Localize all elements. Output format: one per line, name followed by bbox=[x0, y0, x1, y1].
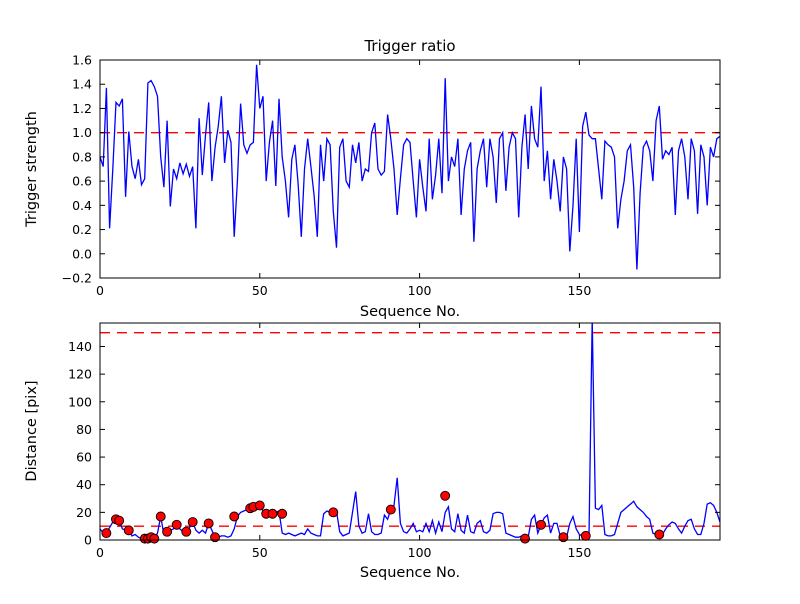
distance-line bbox=[100, 323, 720, 540]
event-marker bbox=[520, 533, 531, 544]
y-tick-label: 80 bbox=[76, 422, 92, 437]
top-plot-xlabel: Sequence No. bbox=[360, 304, 460, 320]
y-tick-label: 1.4 bbox=[72, 77, 92, 92]
top-plot-title: Trigger ratio bbox=[363, 37, 455, 55]
y-tick-label: 0 bbox=[84, 533, 92, 548]
event-marker bbox=[101, 528, 112, 539]
event-marker bbox=[187, 517, 198, 527]
event-marker bbox=[149, 533, 160, 544]
event-marker bbox=[580, 530, 591, 541]
event-marker bbox=[171, 519, 182, 530]
event-marker bbox=[203, 518, 214, 529]
x-tick-label: 150 bbox=[567, 545, 591, 560]
x-tick-label: 50 bbox=[252, 545, 268, 560]
x-tick-label: 0 bbox=[96, 545, 104, 560]
x-tick-label: 150 bbox=[567, 283, 591, 298]
event-marker bbox=[229, 511, 240, 522]
y-tick-label: 60 bbox=[76, 450, 92, 465]
event-marker bbox=[114, 515, 125, 526]
y-tick-label: 1.0 bbox=[72, 125, 92, 140]
y-tick-label: 0.2 bbox=[72, 222, 92, 237]
trigger-strength-line bbox=[100, 64, 720, 270]
y-tick-label: 0.0 bbox=[72, 246, 92, 261]
bottom-plot-ylabel: Distance [pix] bbox=[24, 380, 40, 481]
event-marker bbox=[267, 508, 278, 519]
event-marker bbox=[254, 500, 265, 511]
event-marker bbox=[155, 511, 166, 522]
x-tick-label: 0 bbox=[96, 283, 104, 298]
y-tick-label: 120 bbox=[68, 367, 92, 382]
top-plot-ylabel: Trigger strength bbox=[24, 111, 40, 228]
bottom-plot-xlabel: Sequence No. bbox=[360, 565, 460, 581]
y-tick-label: 1.6 bbox=[72, 53, 92, 68]
event-marker bbox=[181, 526, 192, 537]
y-tick-label: 40 bbox=[76, 477, 92, 492]
y-tick-label: 20 bbox=[76, 505, 92, 520]
x-tick-label: 100 bbox=[408, 283, 432, 298]
event-marker bbox=[440, 490, 451, 501]
y-tick-label: 1.2 bbox=[72, 101, 92, 116]
x-tick-label: 50 bbox=[252, 283, 268, 298]
x-tick-label: 100 bbox=[408, 545, 432, 560]
y-tick-label: 140 bbox=[68, 339, 92, 354]
event-marker bbox=[385, 504, 396, 515]
y-tick-label: 0.8 bbox=[72, 149, 92, 164]
event-marker bbox=[210, 532, 221, 543]
event-marker bbox=[328, 507, 339, 518]
event-marker bbox=[558, 532, 569, 543]
bottom-plot-axes: 0 50 100 150 0 20 40 60 80 100 120 140 bbox=[68, 322, 721, 560]
y-tick-label: 0.6 bbox=[72, 174, 92, 189]
event-marker bbox=[123, 525, 134, 536]
event-marker bbox=[654, 529, 665, 540]
y-tick-label: 100 bbox=[68, 394, 92, 409]
event-marker bbox=[536, 519, 546, 530]
y-tick-label: −0.2 bbox=[62, 271, 92, 286]
event-marker bbox=[162, 526, 173, 537]
event-marker bbox=[277, 508, 288, 519]
top-plot-axes: 0 50 100 150 −0.2 0.0 0.2 0.4 0.6 0.8 1.0 1.2 1.4 1.6 bbox=[62, 53, 721, 298]
axes-frame bbox=[99, 59, 721, 279]
y-tick-label: 0.4 bbox=[72, 198, 92, 213]
axes-frame bbox=[99, 322, 721, 541]
